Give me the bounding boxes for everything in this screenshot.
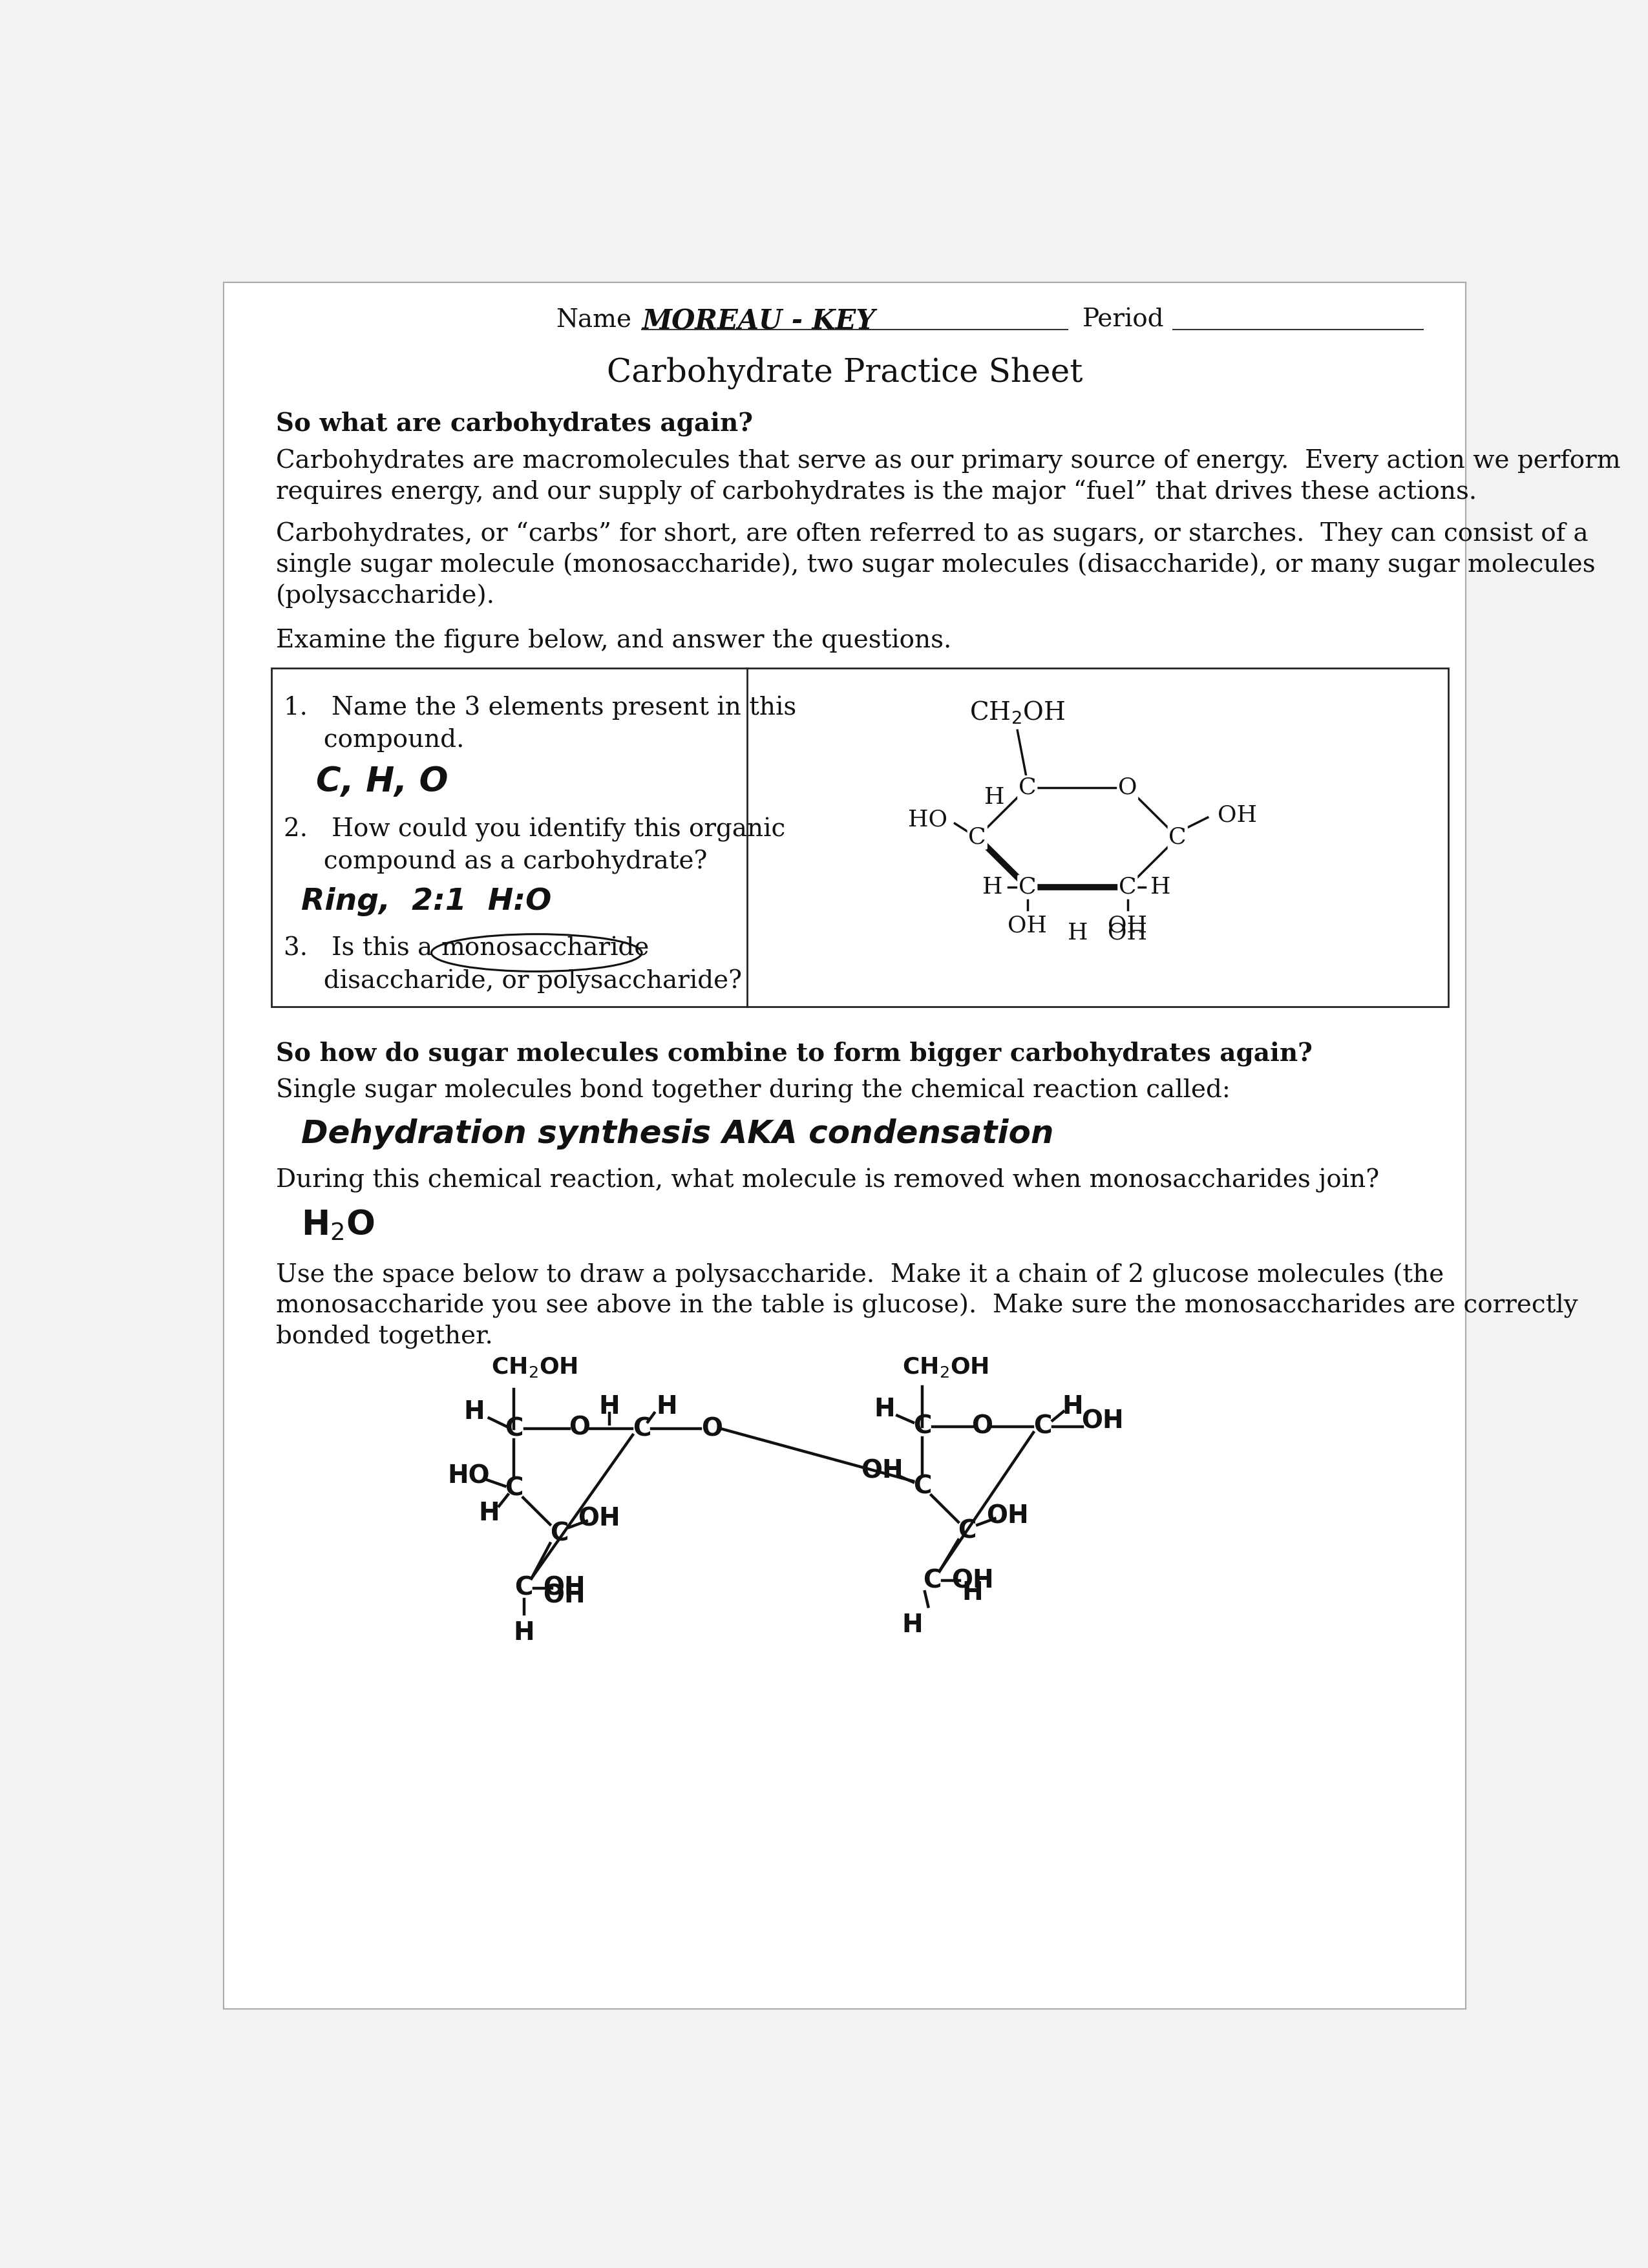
Text: compound.: compound. <box>283 728 465 751</box>
Text: Examine the figure below, and answer the questions.: Examine the figure below, and answer the… <box>277 628 951 653</box>
Text: OH: OH <box>1218 803 1257 826</box>
Text: HO: HO <box>448 1463 489 1488</box>
Text: C, H, O: C, H, O <box>316 764 448 798</box>
Text: OH: OH <box>986 1504 1028 1529</box>
Text: 1.   Name the 3 elements present in this: 1. Name the 3 elements present in this <box>283 696 796 719</box>
Text: C: C <box>969 826 986 848</box>
Text: H: H <box>901 1613 923 1637</box>
Text: C: C <box>1119 875 1137 898</box>
Text: C: C <box>550 1522 569 1547</box>
Text: Carbohydrates are macromolecules that serve as our primary source of energy.  Ev: Carbohydrates are macromolecules that se… <box>277 449 1620 474</box>
Text: During this chemical reaction, what molecule is removed when monosaccharides joi: During this chemical reaction, what mole… <box>277 1168 1379 1193</box>
Text: compound as a carbohydrate?: compound as a carbohydrate? <box>283 850 707 875</box>
Text: monosaccharide you see above in the table is glucose).  Make sure the monosaccha: monosaccharide you see above in the tabl… <box>277 1293 1579 1318</box>
Text: C: C <box>504 1418 524 1440</box>
Text: OH: OH <box>542 1583 585 1608</box>
Text: OH: OH <box>860 1458 903 1483</box>
Text: disaccharide, or polysaccharide?: disaccharide, or polysaccharide? <box>283 968 742 993</box>
Text: H: H <box>463 1399 485 1424</box>
Text: O: O <box>1117 776 1137 798</box>
Text: bonded together.: bonded together. <box>277 1325 493 1349</box>
Text: Use the space below to draw a polysaccharide.  Make it a chain of 2 glucose mole: Use the space below to draw a polysaccha… <box>277 1263 1444 1288</box>
Text: H: H <box>1068 923 1088 943</box>
Text: Dehydration synthesis AKA condensation: Dehydration synthesis AKA condensation <box>302 1118 1053 1150</box>
Text: H$_2$O: H$_2$O <box>302 1209 374 1243</box>
Text: C: C <box>913 1415 931 1438</box>
Text: Carbohydrates, or “carbs” for short, are often referred to as sugars, or starche: Carbohydrates, or “carbs” for short, are… <box>277 522 1589 547</box>
Text: OH: OH <box>951 1569 994 1592</box>
Text: OH: OH <box>1107 923 1147 943</box>
Text: OH: OH <box>578 1506 620 1531</box>
Text: H: H <box>873 1397 895 1422</box>
Text: CH$_2$OH: CH$_2$OH <box>969 699 1065 726</box>
Text: H: H <box>598 1395 620 1420</box>
Text: MOREAU - KEY: MOREAU - KEY <box>641 308 875 336</box>
Text: C: C <box>1168 826 1187 848</box>
Text: C: C <box>957 1520 977 1542</box>
Text: H: H <box>982 875 1002 898</box>
Text: HO: HO <box>908 810 948 830</box>
Text: O: O <box>972 1415 994 1438</box>
Text: OH: OH <box>1107 914 1147 937</box>
Text: Name: Name <box>555 308 631 331</box>
Text: H: H <box>962 1581 982 1606</box>
Text: Period: Period <box>1083 308 1165 331</box>
Text: H: H <box>1061 1395 1083 1420</box>
Text: H: H <box>656 1395 677 1420</box>
Text: H: H <box>514 1622 534 1644</box>
Text: C: C <box>923 1569 941 1592</box>
Text: H: H <box>984 787 1005 810</box>
Text: C: C <box>504 1476 524 1501</box>
Text: So how do sugar molecules combine to form bigger carbohydrates again?: So how do sugar molecules combine to for… <box>277 1041 1313 1066</box>
Text: C: C <box>633 1418 651 1440</box>
Text: single sugar molecule (monosaccharide), two sugar molecules (disaccharide), or m: single sugar molecule (monosaccharide), … <box>277 553 1595 578</box>
Bar <box>272 669 1449 1007</box>
Text: 3.   Is this a: 3. Is this a <box>283 937 440 962</box>
Text: C: C <box>1018 875 1037 898</box>
Text: O: O <box>569 1415 590 1440</box>
Text: H: H <box>1150 875 1170 898</box>
Text: CH$_2$OH: CH$_2$OH <box>491 1356 578 1379</box>
Text: O: O <box>700 1418 722 1440</box>
Text: monosaccharide: monosaccharide <box>442 937 649 962</box>
Text: C: C <box>1033 1415 1051 1438</box>
Text: Ring,  2:1  H:O: Ring, 2:1 H:O <box>302 887 552 916</box>
Text: OH: OH <box>1007 914 1046 937</box>
Text: C: C <box>913 1474 931 1499</box>
Text: 2.   How could you identify this organic: 2. How could you identify this organic <box>283 816 786 841</box>
Text: Carbohydrate Practice Sheet: Carbohydrate Practice Sheet <box>606 356 1083 390</box>
Text: C: C <box>1018 776 1037 798</box>
Text: OH: OH <box>1081 1408 1124 1433</box>
Text: So what are carbohydrates again?: So what are carbohydrates again? <box>277 411 753 435</box>
Text: (polysaccharide).: (polysaccharide). <box>277 583 494 608</box>
Text: H: H <box>478 1501 499 1526</box>
Text: requires energy, and our supply of carbohydrates is the major “fuel” that drives: requires energy, and our supply of carbo… <box>277 479 1477 503</box>
Text: C: C <box>514 1576 534 1601</box>
Text: Single sugar molecules bond together during the chemical reaction called:: Single sugar molecules bond together dur… <box>277 1080 1231 1102</box>
Text: OH: OH <box>542 1576 585 1601</box>
Text: CH$_2$OH: CH$_2$OH <box>901 1356 989 1379</box>
